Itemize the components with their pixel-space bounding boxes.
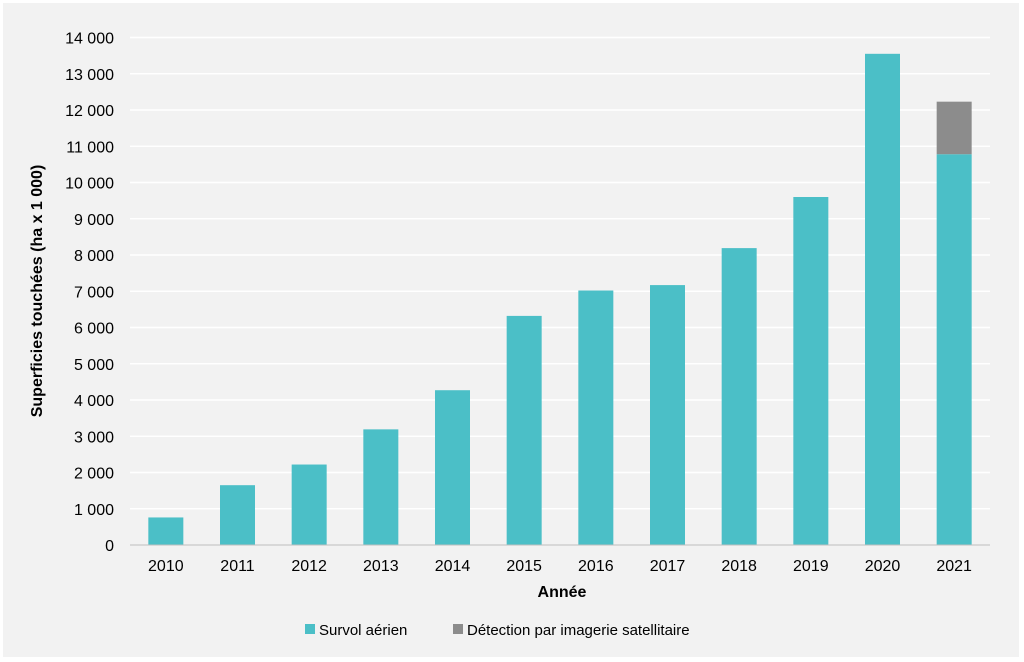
bar-2010-series-0	[148, 517, 184, 545]
bar-2013-series-0	[363, 429, 399, 545]
x-tick-label: 2020	[865, 558, 901, 575]
y-tick-label: 12 000	[65, 103, 114, 120]
x-tick-label: 2021	[936, 558, 972, 575]
x-tick-label: 2011	[220, 558, 255, 575]
legend-swatch	[453, 624, 463, 634]
y-tick-labels: 0 1 000 2 000 3 000 4 000 5 000 6 000 7 000 8 00…	[65, 31, 114, 556]
y-tick-label: 11 000	[66, 139, 114, 156]
x-tick-label: 2016	[578, 558, 614, 575]
bar-2014-series-0	[435, 390, 470, 545]
x-tick-label: 2018	[721, 558, 757, 575]
bar-2017-series-0	[650, 285, 685, 545]
legend-label: Détection par imagerie satellitaire	[467, 622, 690, 639]
bar-2012-series-0	[291, 464, 327, 545]
bar-2011-series-0	[220, 485, 255, 545]
y-tick-label: 0	[105, 538, 114, 555]
bar-2020-series-0	[865, 53, 900, 545]
x-tick-label: 2012	[291, 558, 327, 575]
bar-2021-series-1	[936, 101, 972, 155]
legend-swatch	[305, 624, 315, 634]
x-tick-label: 2015	[506, 558, 542, 575]
y-tick-label: 6 000	[74, 321, 114, 338]
legend: Survol aérien Détection par imagerie sate…	[305, 622, 690, 639]
y-tick-label: 10 000	[65, 176, 114, 193]
y-axis-title: Superficies touchées (ha x 1 000)	[29, 165, 46, 418]
x-tick-label: 2013	[363, 558, 399, 575]
y-tick-label: 8 000	[74, 248, 114, 265]
y-tick-label: 14 000	[65, 31, 114, 48]
y-tick-label: 13 000	[65, 67, 114, 84]
bar-2019-series-0	[793, 197, 829, 545]
bar-2015-series-0	[506, 315, 542, 545]
y-tick-label: 2 000	[74, 466, 114, 483]
x-tick-label: 2010	[148, 558, 184, 575]
bar-2021-series-0	[936, 154, 972, 545]
y-tick-label: 3 000	[74, 429, 114, 446]
y-tick-label: 7 000	[74, 284, 114, 301]
bar-2016-series-0	[578, 290, 614, 545]
x-tick-labels: 2010 2011 2012 2013 2014 2015 2016 2017 2018 2019…	[148, 558, 972, 575]
x-axis-title: Année	[538, 584, 587, 601]
x-tick-label: 2017	[650, 558, 686, 575]
bar-2018-series-0	[721, 248, 757, 546]
y-tick-label: 1 000	[74, 502, 114, 519]
bars	[148, 53, 972, 546]
y-tick-label: 5 000	[74, 357, 114, 374]
y-tick-label: 4 000	[74, 393, 114, 410]
y-tick-label: 9 000	[74, 212, 114, 229]
legend-label: Survol aérien	[319, 622, 407, 639]
gridlines	[130, 36, 990, 510]
x-tick-label: 2014	[435, 558, 471, 575]
x-tick-label: 2019	[793, 558, 829, 575]
